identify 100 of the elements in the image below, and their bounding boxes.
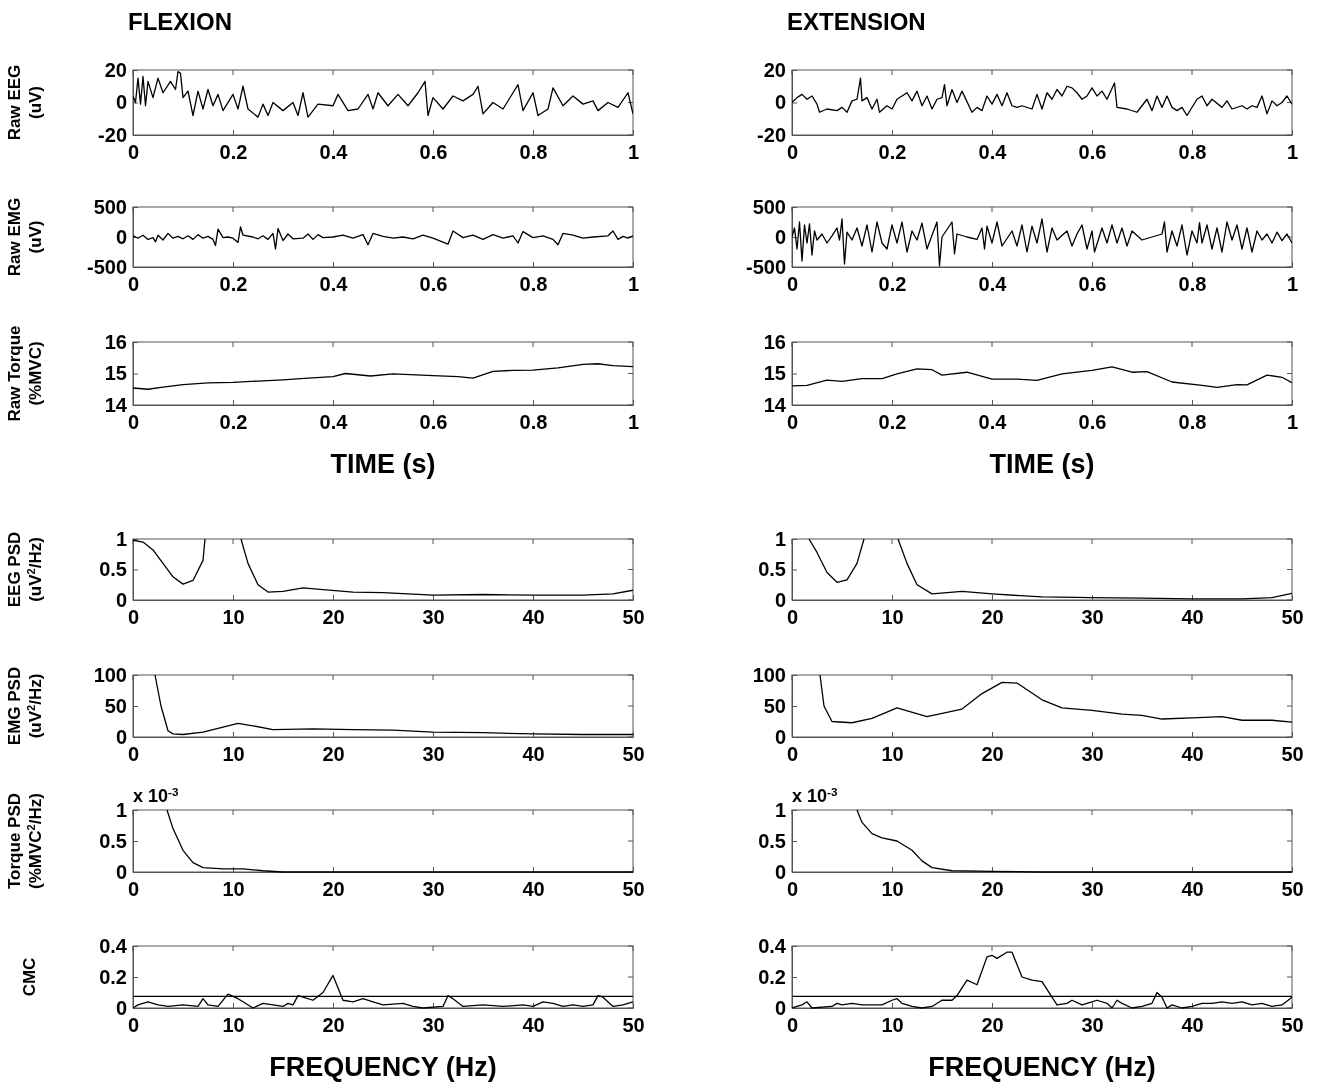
y-tick-label: 1 (115, 527, 127, 550)
x-tick-label: 1 (1286, 411, 1299, 434)
y-tick-label: 0 (774, 588, 786, 611)
x-tick-label: 40 (1181, 743, 1204, 766)
x-tick-label: 0.2 (219, 273, 248, 296)
x-tick-label: 10 (222, 743, 245, 766)
x-tick-label: 40 (522, 606, 545, 629)
x-tick-label: 30 (1081, 743, 1104, 766)
y-tick-label: 16 (763, 330, 786, 353)
x-tick-label: 40 (522, 1014, 545, 1037)
x-tick-label: 40 (522, 743, 545, 766)
x-tick-label: 50 (1281, 606, 1304, 629)
y-axis-title: Raw Torque (%MVC) (5, 325, 46, 422)
x-tick-label: 30 (1081, 1014, 1104, 1037)
y-tick-label: 1 (115, 798, 127, 821)
x-tick-label: 20 (981, 743, 1004, 766)
y-tick-label: 0 (774, 860, 786, 883)
x-tick-label: 0.8 (1178, 141, 1207, 164)
x-tick-label: 0.4 (978, 273, 1008, 296)
x-tick-label: 50 (622, 743, 645, 766)
y-tick-label: 0 (115, 725, 127, 748)
y-tick-label: 14 (104, 393, 128, 416)
x-tick-label: 20 (981, 1014, 1004, 1037)
x-tick-label: 20 (981, 606, 1004, 629)
x-tick-label: 20 (322, 878, 345, 901)
y-tick-label: 15 (104, 362, 127, 385)
x-tick-label: 40 (1181, 878, 1204, 901)
x-tick-label: 0.2 (878, 141, 907, 164)
y-tick-label: 20 (763, 58, 786, 81)
x-tick-label: 50 (622, 1014, 645, 1037)
x-tick-label: 1 (1286, 273, 1299, 296)
y-tick-label: 0.4 (758, 934, 787, 957)
y-tick-label: 50 (104, 694, 127, 717)
x-tick-label: 0.4 (978, 411, 1008, 434)
x-tick-label: 50 (1281, 1014, 1304, 1037)
y-tick-label: 16 (104, 330, 127, 353)
y-tick-label: -500 (86, 255, 127, 278)
x-tick-label: 50 (1281, 743, 1304, 766)
x-tick-label: 0.2 (878, 273, 907, 296)
y-tick-label: 0 (774, 725, 786, 748)
y-tick-label: 0.5 (758, 558, 786, 581)
x-axis-title: TIME (s) (989, 449, 1095, 479)
y-tick-label: 15 (763, 362, 786, 385)
y-tick-label: 100 (93, 663, 127, 686)
x-tick-label: 0.6 (1078, 141, 1107, 164)
x-tick-label: 0.8 (1178, 411, 1207, 434)
y-tick-label: 0 (115, 588, 127, 611)
x-tick-label: 0.6 (419, 141, 448, 164)
x-tick-label: 30 (1081, 606, 1104, 629)
x-tick-label: 10 (222, 606, 245, 629)
x-tick-label: 0.6 (419, 411, 448, 434)
x-axis-title: FREQUENCY (Hz) (928, 1052, 1156, 1082)
x-tick-label: 0.4 (319, 141, 349, 164)
x-tick-label: 0.6 (1078, 273, 1107, 296)
x-axis-title: TIME (s) (330, 449, 436, 479)
chart-title: EXTENSION (787, 8, 926, 35)
text: x 10$^{-3}$ (792, 784, 838, 806)
y-tick-label: 1 (774, 527, 786, 550)
y-tick-label: 0.2 (758, 965, 786, 988)
x-tick-label: 40 (1181, 606, 1204, 629)
y-tick-label: 0 (115, 91, 127, 114)
x-tick-label: 0.8 (519, 141, 548, 164)
y-axis-title: CMC (20, 957, 39, 997)
x-tick-label: 0.6 (1078, 411, 1107, 434)
x-tick-label: 1 (627, 273, 640, 296)
x-tick-label: 10 (881, 743, 904, 766)
x-tick-label: 20 (322, 1014, 345, 1037)
x-tick-label: 1 (627, 141, 640, 164)
y-tick-label: 0.4 (99, 934, 128, 957)
x-tick-label: 10 (881, 606, 904, 629)
y-axis-title: Raw EMG (uV) (5, 197, 46, 277)
x-tick-label: 50 (1281, 878, 1304, 901)
y-tick-label: 50 (763, 694, 786, 717)
x-tick-label: 0.2 (219, 411, 248, 434)
x-tick-label: 40 (522, 878, 545, 901)
y-axis-title: Raw EEG (uV) (5, 64, 46, 141)
x-tick-label: 0.8 (1178, 273, 1207, 296)
x-tick-label: 0.4 (319, 273, 349, 296)
x-tick-label: 10 (881, 1014, 904, 1037)
x-tick-label: 0.8 (519, 411, 548, 434)
y-tick-label: -500 (745, 255, 786, 278)
x-tick-label: 30 (422, 878, 445, 901)
x-tick-label: 40 (1181, 1014, 1204, 1037)
x-tick-label: 50 (622, 606, 645, 629)
y-tick-label: 1 (774, 798, 786, 821)
text: x 10$^{-3}$ (133, 784, 179, 806)
x-tick-label: 20 (322, 743, 345, 766)
x-axis-title: FREQUENCY (Hz) (269, 1052, 497, 1082)
y-tick-label: 0 (774, 996, 786, 1019)
y-tick-label: 0 (115, 225, 127, 248)
x-tick-label: 20 (322, 606, 345, 629)
x-tick-label: 1 (1286, 141, 1299, 164)
x-tick-label: 1 (627, 411, 640, 434)
x-tick-label: 0.4 (319, 411, 349, 434)
x-tick-label: 50 (622, 878, 645, 901)
x-tick-label: 30 (422, 743, 445, 766)
y-tick-label: 500 (93, 195, 127, 218)
y-tick-label: 0 (115, 996, 127, 1019)
y-tick-label: 100 (752, 663, 786, 686)
y-tick-label: 0 (115, 860, 127, 883)
